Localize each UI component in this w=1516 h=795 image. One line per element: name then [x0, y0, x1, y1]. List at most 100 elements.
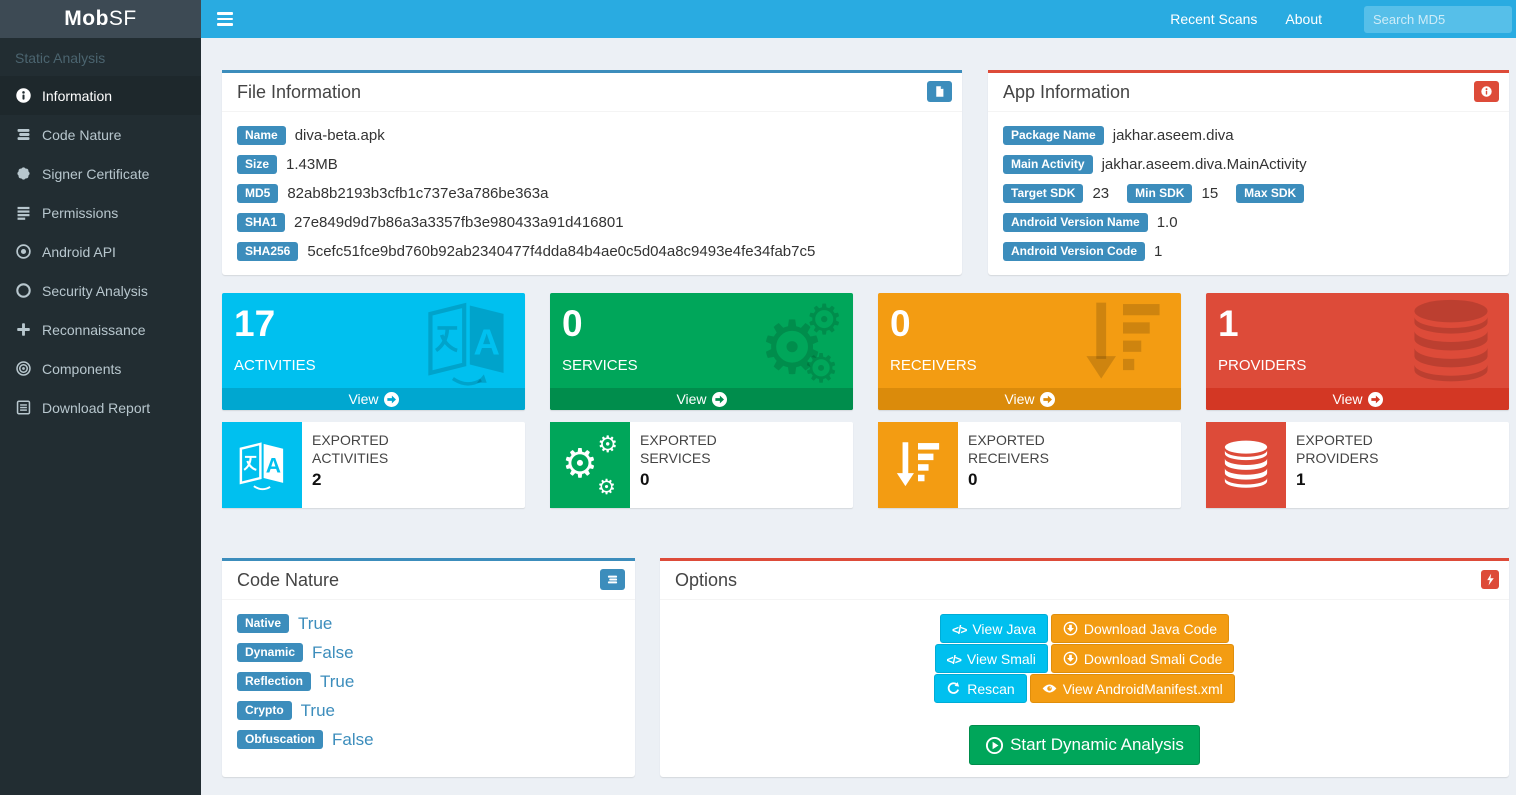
obfuscation-badge: Obfuscation	[237, 730, 324, 749]
download-circle-icon	[1063, 651, 1078, 666]
exported-receivers-count: 0	[968, 470, 978, 489]
info-circle-icon	[16, 88, 31, 103]
circle-icon	[16, 283, 31, 298]
stat-tiles-row: 17 ACTIVITIES A View 0 SERVICES	[222, 293, 1509, 410]
download-circle-icon	[1063, 621, 1078, 636]
providers-view-link[interactable]: View	[1206, 388, 1509, 410]
rescan-button[interactable]: Rescan	[934, 674, 1027, 703]
code-nature-title: Code Nature	[237, 570, 340, 590]
dynamic-row: Dynamic False	[237, 643, 620, 662]
dot-circle-icon	[16, 244, 31, 259]
sidebar-item-permissions[interactable]: Permissions	[0, 193, 201, 232]
android-version-code-badge: Android Version Code	[1003, 242, 1146, 261]
nav-recent-scans[interactable]: Recent Scans	[1170, 11, 1258, 27]
refresh-icon	[948, 682, 960, 694]
sidebar-item-information[interactable]: Information	[0, 76, 201, 115]
obfuscation-value-link[interactable]: False	[332, 729, 374, 749]
main-activity-row: Main Activity jakhar.aseem.diva.MainActiv…	[1003, 155, 1494, 174]
size-badge: Size	[237, 155, 278, 174]
navbar-right: Recent Scans About	[1156, 0, 1516, 38]
plus-icon	[17, 323, 30, 336]
info-circle-icon[interactable]	[1474, 81, 1499, 102]
language-icon: A	[222, 422, 302, 508]
file-sha1-row: SHA1 27e849d9d7b86a3a3357fb3e980433a91d41…	[237, 213, 947, 232]
package-name-row: Package Name jakhar.aseem.diva	[1003, 126, 1494, 145]
providers-count: 1	[1218, 303, 1239, 344]
activities-label: ACTIVITIES	[234, 357, 316, 374]
list-icon	[17, 206, 30, 220]
stacked-bars-icon[interactable]	[600, 569, 625, 590]
sdk-row: Target SDK 23 Min SDK 15 Max SDK	[1003, 184, 1494, 203]
bottom-cards-row: Code Nature Native True Dynamic False Refl…	[222, 558, 1509, 777]
sort-amount-desc-icon	[1073, 297, 1173, 387]
sidebar-item-security-analysis[interactable]: Security Analysis	[0, 271, 201, 310]
max-sdk-badge: Max SDK	[1236, 184, 1305, 203]
crypto-badge: Crypto	[237, 701, 292, 720]
android-version-name-badge: Android Version Name	[1003, 213, 1148, 232]
sidebar-toggle-button[interactable]	[201, 0, 249, 38]
code-icon	[952, 621, 966, 637]
file-information-header: File Information	[222, 73, 962, 112]
exported-providers-count: 1	[1296, 470, 1306, 489]
download-java-code-button[interactable]: Download Java Code	[1050, 614, 1229, 643]
exported-boxes-row: A EXPORTED ACTIVITIES 2 ⚙ ⚙ ⚙ EXPORTED SER…	[222, 422, 1509, 508]
file-size-row: Size 1.43MB	[237, 155, 947, 174]
file-name-row: Name diva-beta.apk	[237, 126, 947, 145]
arrow-right-circle-icon	[1367, 391, 1383, 407]
arrow-right-circle-icon	[711, 391, 727, 407]
app-information-card: App Information Package Name jakhar.aseem…	[988, 70, 1509, 275]
language-icon: A	[417, 297, 517, 387]
view-smali-button[interactable]: View Smali	[934, 644, 1048, 673]
cogs-icon: ⚙ ⚙ ⚙	[759, 295, 843, 392]
exported-services-count: 0	[640, 470, 650, 489]
file-information-title: File Information	[237, 82, 362, 102]
app-information-title: App Information	[1003, 82, 1131, 102]
search-input[interactable]	[1364, 5, 1512, 33]
receivers-view-link[interactable]: View	[878, 388, 1181, 410]
services-view-link[interactable]: View	[550, 388, 853, 410]
view-androidmanifest-button[interactable]: View AndroidManifest.xml	[1029, 674, 1235, 703]
file-icon[interactable]	[927, 81, 952, 102]
certificate-icon	[17, 167, 30, 180]
sha1-badge: SHA1	[237, 213, 286, 232]
crypto-value-link[interactable]: True	[300, 700, 335, 720]
receivers-label: RECEIVERS	[890, 357, 977, 374]
options-header: Options	[660, 561, 1509, 600]
sidebar-item-reconnaissance[interactable]: Reconnaissance	[0, 310, 201, 349]
sha256-badge: SHA256	[237, 242, 299, 261]
svg-text:A: A	[266, 454, 281, 477]
android-version-code-row: Android Version Code 1	[1003, 242, 1494, 261]
reflection-row: Reflection True	[237, 672, 620, 691]
providers-tile: 1 PROVIDERS View	[1206, 293, 1509, 410]
reflection-value-link[interactable]: True	[320, 671, 355, 691]
md5-badge: MD5	[237, 184, 279, 203]
download-smali-code-button[interactable]: Download Smali Code	[1050, 644, 1235, 673]
file-md5-row: MD5 82ab8b2193b3cfb1c737e3a786be363a	[237, 184, 947, 203]
code-nature-card: Code Nature Native True Dynamic False Refl…	[222, 558, 635, 777]
activities-view-link[interactable]: View	[222, 388, 525, 410]
brand-logo[interactable]: Mob SF	[0, 0, 201, 38]
min-sdk-badge: Min SDK	[1127, 184, 1193, 203]
code-nature-body: Native True Dynamic False Reflection True C…	[222, 600, 635, 763]
sidebar-item-android-api[interactable]: Android API	[0, 232, 201, 271]
sidebar-item-signer-certificate[interactable]: Signer Certificate	[0, 154, 201, 193]
native-value-link[interactable]: True	[298, 613, 333, 633]
options-title: Options	[675, 570, 738, 590]
native-badge: Native	[237, 614, 290, 633]
nav-about[interactable]: About	[1285, 11, 1322, 27]
dynamic-value-link[interactable]: False	[312, 642, 354, 662]
view-java-button[interactable]: View Java	[939, 614, 1048, 643]
start-dynamic-analysis-button[interactable]: Start Dynamic Analysis	[969, 725, 1200, 765]
arrow-right-circle-icon	[1039, 391, 1055, 407]
options-card: Options View Java Download Java Code Vie…	[660, 558, 1509, 777]
code-nature-header: Code Nature	[222, 561, 635, 600]
main-layout: Static Analysis Information Code Nature …	[0, 38, 1516, 795]
sidebar-item-code-nature[interactable]: Code Nature	[0, 115, 201, 154]
app-information-body: Package Name jakhar.aseem.diva Main Activ…	[988, 112, 1509, 275]
bolt-icon[interactable]	[1481, 570, 1499, 589]
sidebar-item-components[interactable]: Components	[0, 349, 201, 388]
eye-icon	[1042, 684, 1057, 693]
main-activity-badge: Main Activity	[1003, 155, 1093, 174]
sidebar-item-download-report[interactable]: Download Report	[0, 388, 201, 427]
